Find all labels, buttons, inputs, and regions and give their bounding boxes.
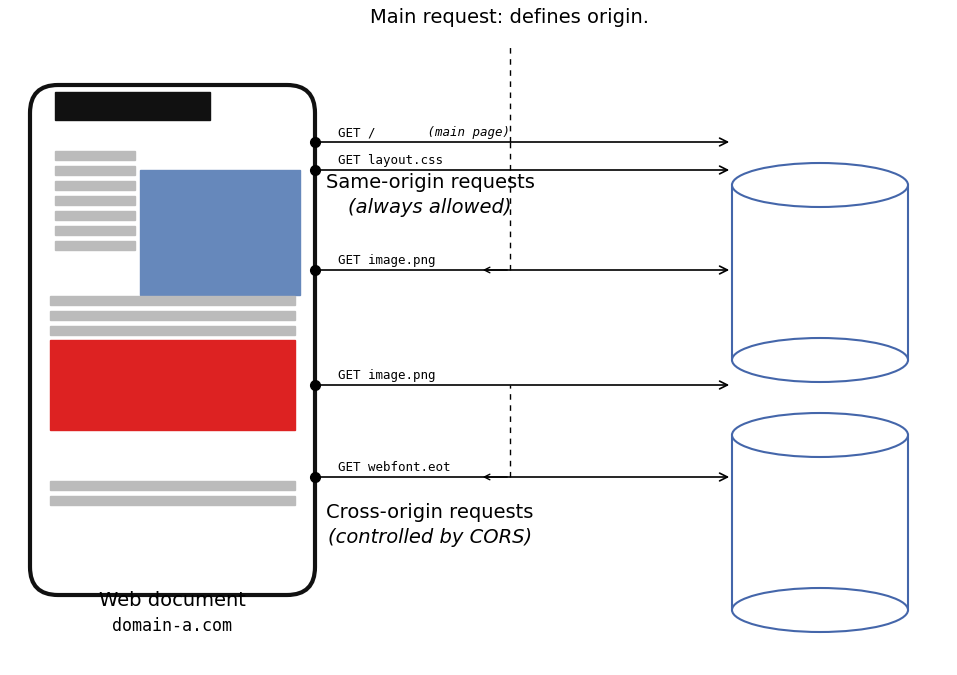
- Bar: [55, 196, 135, 205]
- Text: Web document: Web document: [99, 591, 245, 610]
- Text: (main page): (main page): [420, 126, 510, 139]
- Text: domain-a.com: domain-a.com: [760, 477, 880, 495]
- Text: Web server: Web server: [758, 201, 882, 220]
- Ellipse shape: [732, 338, 908, 382]
- Bar: [55, 226, 135, 235]
- Bar: [50, 311, 295, 320]
- Bar: [55, 211, 135, 220]
- Bar: [50, 296, 295, 305]
- Text: Cross-origin requests: Cross-origin requests: [326, 503, 534, 522]
- Text: GET image.png: GET image.png: [338, 254, 435, 267]
- Bar: [55, 166, 135, 175]
- Text: domain-a.com: domain-a.com: [166, 217, 275, 232]
- Bar: [732, 435, 908, 610]
- Bar: [140, 170, 300, 295]
- Text: GET /: GET /: [338, 126, 398, 139]
- Text: domain-b.com: domain-b.com: [760, 227, 880, 245]
- Text: Main request: defines origin.: Main request: defines origin.: [370, 8, 650, 27]
- Text: GET image.png: GET image.png: [338, 369, 435, 382]
- Bar: [55, 151, 135, 160]
- Text: (always allowed): (always allowed): [348, 198, 512, 217]
- Text: Image: Image: [186, 188, 254, 207]
- Bar: [50, 340, 295, 430]
- Bar: [55, 181, 135, 190]
- Bar: [55, 241, 135, 250]
- Bar: [732, 185, 908, 360]
- Bar: [50, 326, 295, 335]
- Text: domain-a.com: domain-a.com: [112, 617, 232, 635]
- Text: (controlled by CORS): (controlled by CORS): [328, 528, 532, 547]
- Text: domain-b.com: domain-b.com: [118, 380, 227, 395]
- Ellipse shape: [732, 163, 908, 207]
- Text: GET webfont.eot: GET webfont.eot: [338, 461, 451, 474]
- Ellipse shape: [732, 413, 908, 457]
- Bar: [50, 496, 295, 505]
- FancyBboxPatch shape: [30, 85, 315, 595]
- Bar: [50, 481, 295, 490]
- Bar: [55, 92, 210, 120]
- Text: Same-origin requests: Same-origin requests: [325, 173, 534, 192]
- Ellipse shape: [732, 588, 908, 632]
- Text: Canvas w/ image from: Canvas w/ image from: [68, 349, 276, 367]
- Text: GET layout.css: GET layout.css: [338, 154, 443, 167]
- Text: Web server: Web server: [758, 451, 882, 470]
